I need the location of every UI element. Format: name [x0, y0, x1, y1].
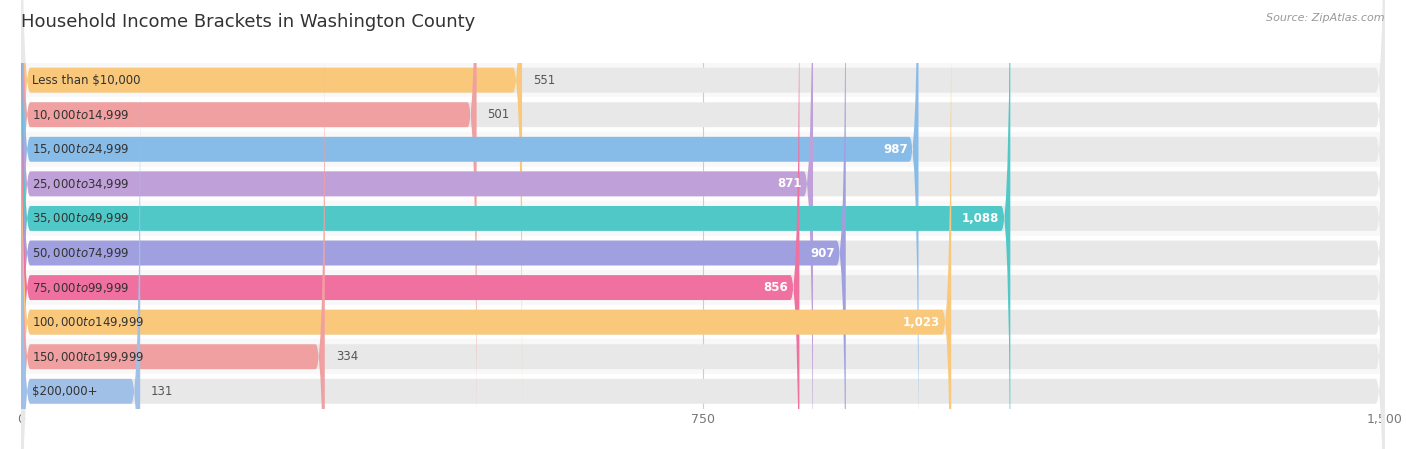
FancyBboxPatch shape — [21, 0, 813, 449]
Text: 551: 551 — [533, 74, 555, 87]
Text: $15,000 to $24,999: $15,000 to $24,999 — [32, 142, 129, 156]
Bar — [21, 63, 1385, 97]
Bar — [21, 305, 1385, 339]
Bar — [21, 97, 1385, 132]
FancyBboxPatch shape — [21, 58, 141, 449]
FancyBboxPatch shape — [21, 0, 522, 414]
Text: 987: 987 — [883, 143, 908, 156]
Text: 334: 334 — [336, 350, 359, 363]
Text: 1,088: 1,088 — [962, 212, 1000, 225]
FancyBboxPatch shape — [21, 0, 1385, 449]
Text: $25,000 to $34,999: $25,000 to $34,999 — [32, 177, 129, 191]
Text: 871: 871 — [778, 177, 801, 190]
FancyBboxPatch shape — [21, 23, 325, 449]
Text: $75,000 to $99,999: $75,000 to $99,999 — [32, 281, 129, 295]
FancyBboxPatch shape — [21, 0, 1385, 448]
Text: Less than $10,000: Less than $10,000 — [32, 74, 141, 87]
Text: 856: 856 — [763, 281, 789, 294]
Text: 501: 501 — [488, 108, 510, 121]
Bar — [21, 236, 1385, 270]
FancyBboxPatch shape — [21, 0, 1385, 449]
Text: Household Income Brackets in Washington County: Household Income Brackets in Washington … — [21, 13, 475, 31]
FancyBboxPatch shape — [21, 0, 918, 449]
Bar — [21, 132, 1385, 167]
Bar — [21, 339, 1385, 374]
FancyBboxPatch shape — [21, 0, 1385, 414]
Text: 907: 907 — [810, 247, 835, 260]
FancyBboxPatch shape — [21, 0, 952, 449]
Text: $35,000 to $49,999: $35,000 to $49,999 — [32, 211, 129, 225]
FancyBboxPatch shape — [21, 0, 1385, 449]
Text: $200,000+: $200,000+ — [32, 385, 97, 398]
Bar — [21, 201, 1385, 236]
FancyBboxPatch shape — [21, 0, 1011, 449]
Text: $150,000 to $199,999: $150,000 to $199,999 — [32, 350, 145, 364]
Text: $100,000 to $149,999: $100,000 to $149,999 — [32, 315, 145, 329]
Text: Source: ZipAtlas.com: Source: ZipAtlas.com — [1267, 13, 1385, 23]
FancyBboxPatch shape — [21, 0, 477, 448]
Bar — [21, 270, 1385, 305]
Text: 1,023: 1,023 — [903, 316, 941, 329]
FancyBboxPatch shape — [21, 0, 846, 449]
FancyBboxPatch shape — [21, 23, 1385, 449]
Bar — [21, 167, 1385, 201]
Bar — [21, 374, 1385, 409]
FancyBboxPatch shape — [21, 0, 1385, 449]
Text: 131: 131 — [150, 385, 173, 398]
FancyBboxPatch shape — [21, 58, 1385, 449]
Text: $50,000 to $74,999: $50,000 to $74,999 — [32, 246, 129, 260]
FancyBboxPatch shape — [21, 0, 1385, 449]
FancyBboxPatch shape — [21, 0, 1385, 449]
Text: $10,000 to $14,999: $10,000 to $14,999 — [32, 108, 129, 122]
FancyBboxPatch shape — [21, 0, 800, 449]
